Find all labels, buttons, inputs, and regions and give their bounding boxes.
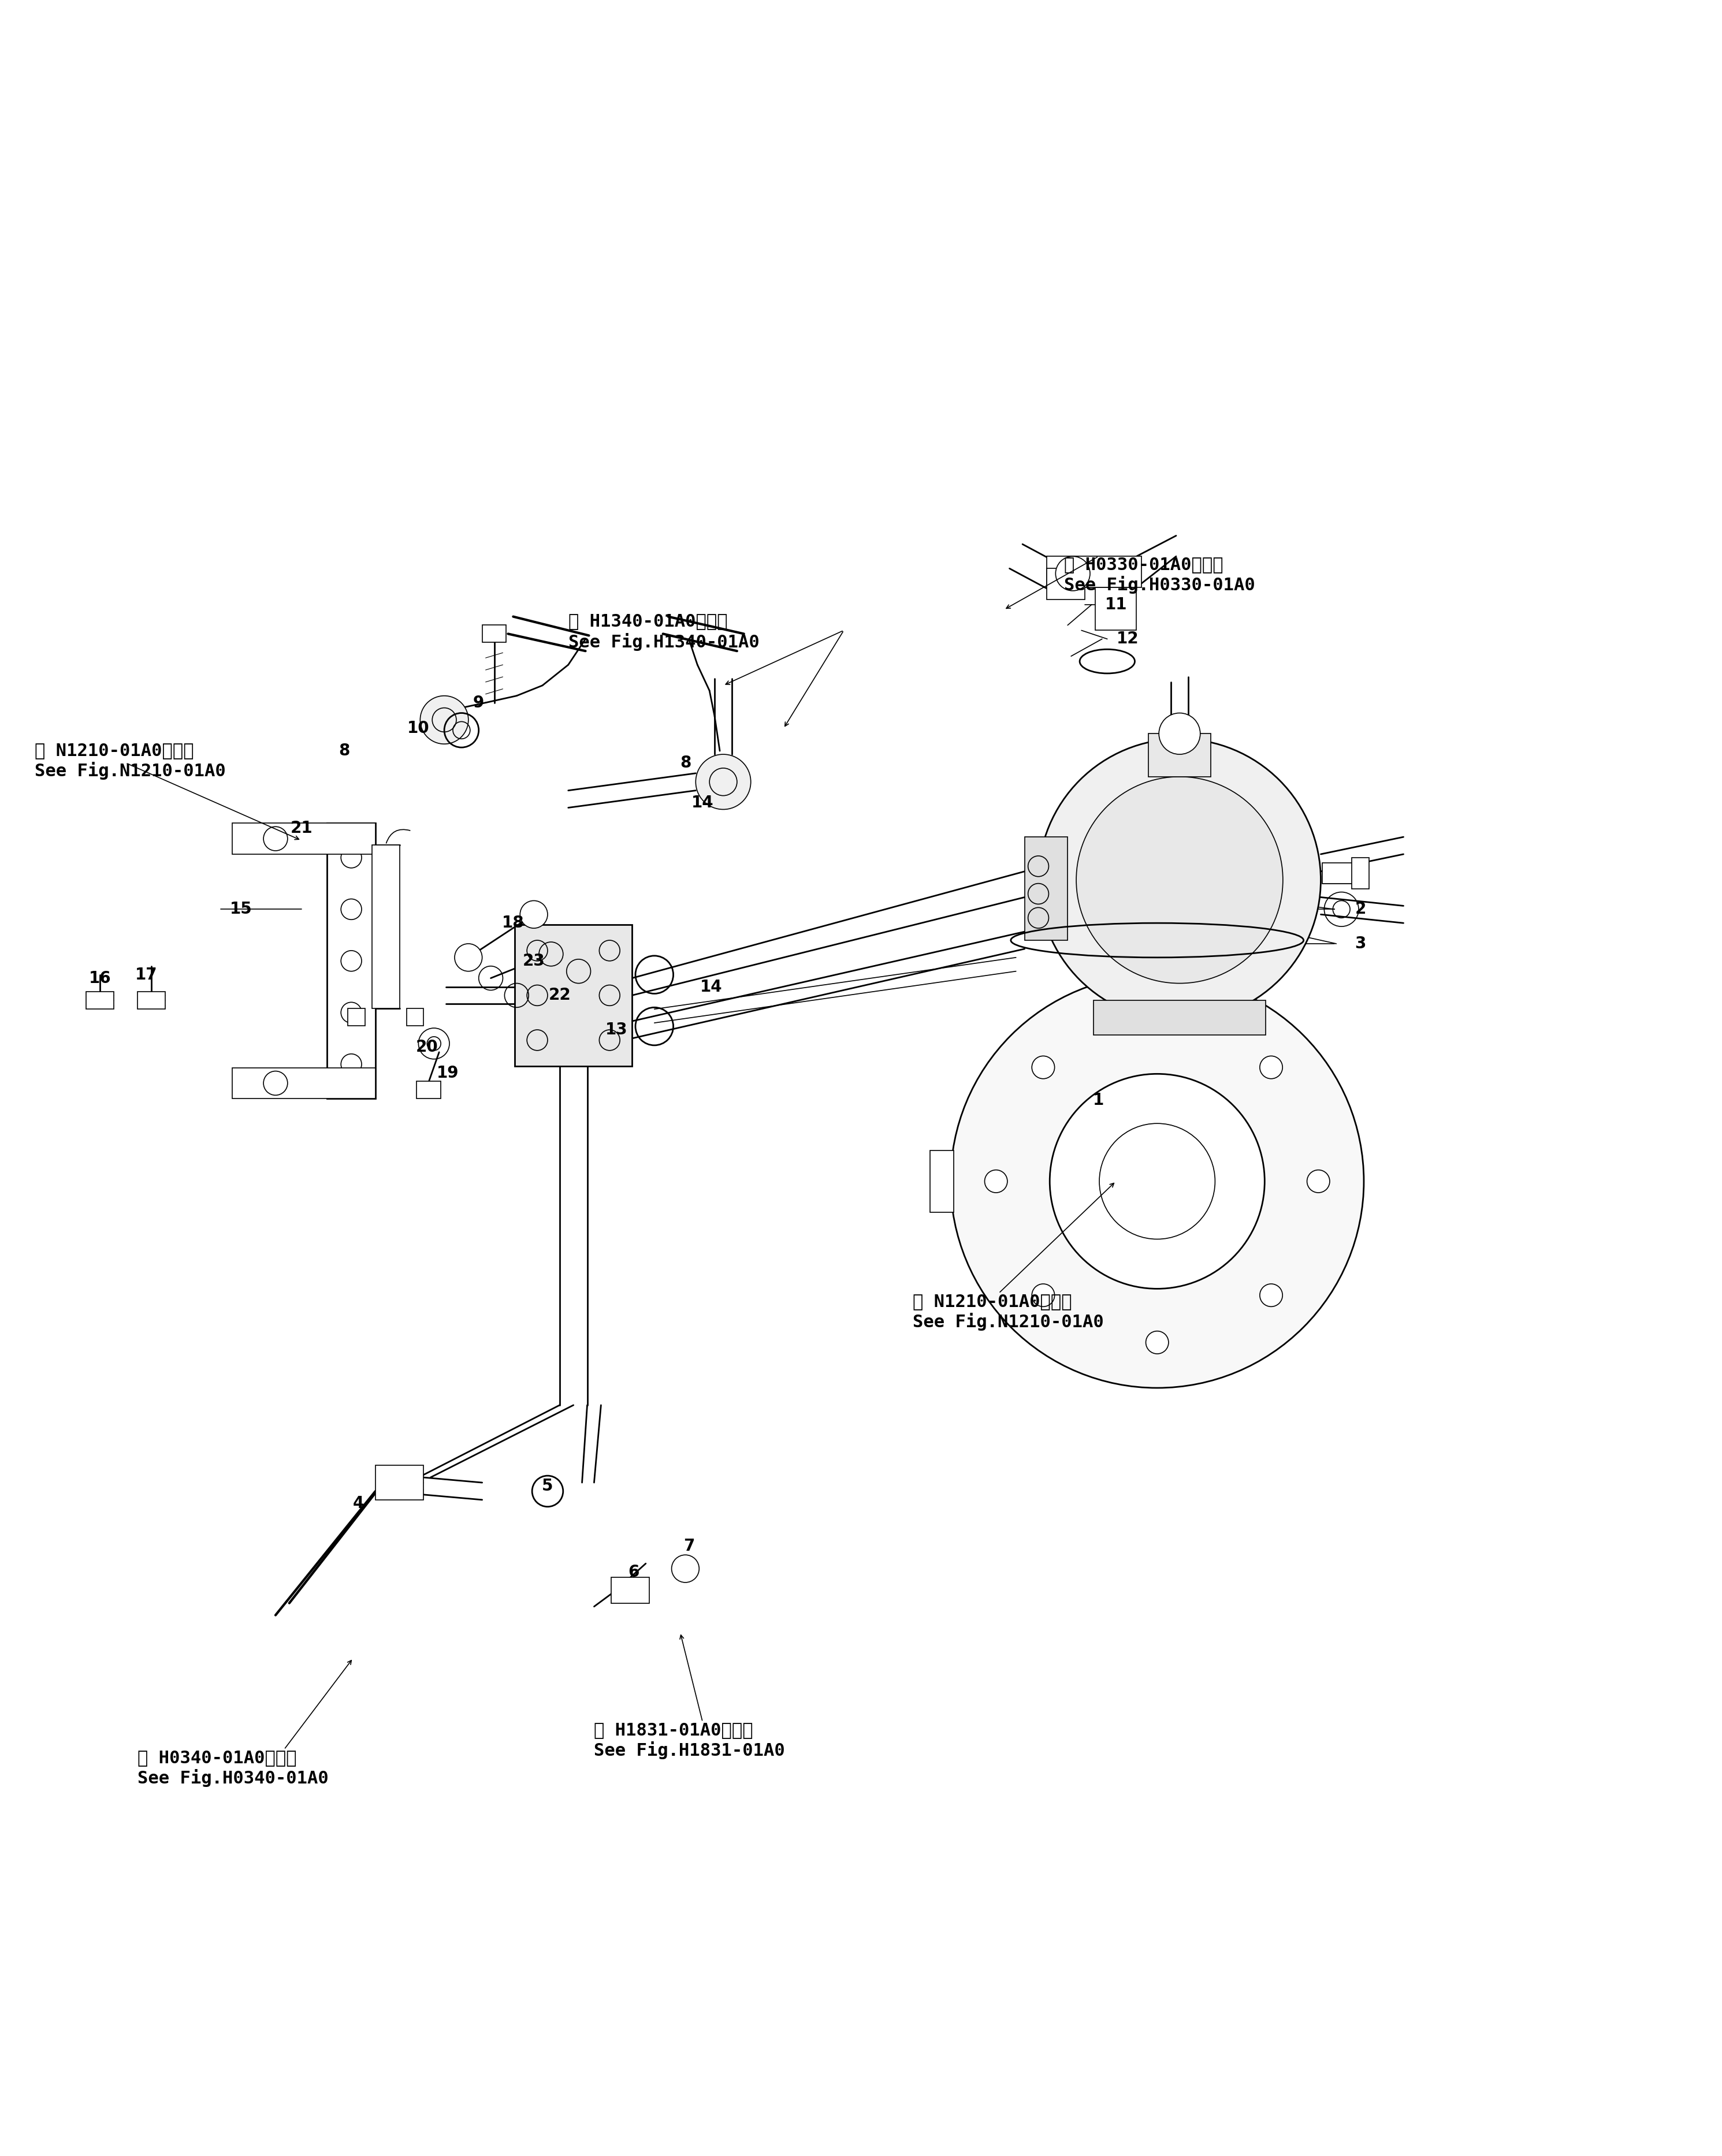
Bar bbox=[1095, 586, 1137, 630]
Bar bbox=[1025, 837, 1068, 940]
Text: 13: 13 bbox=[606, 1022, 627, 1037]
Text: 第 H1340-01A0图参照
See Fig.H1340-01A0: 第 H1340-01A0图参照 See Fig.H1340-01A0 bbox=[568, 612, 759, 651]
Text: 1: 1 bbox=[1093, 1093, 1104, 1108]
Text: 第 N1210-01A0图参照
See Fig.N1210-01A0: 第 N1210-01A0图参照 See Fig.N1210-01A0 bbox=[34, 742, 226, 780]
Bar bbox=[417, 1082, 441, 1100]
Circle shape bbox=[1261, 1283, 1283, 1307]
Bar bbox=[1093, 1000, 1266, 1035]
Circle shape bbox=[951, 975, 1364, 1388]
Text: 6: 6 bbox=[629, 1563, 639, 1580]
Circle shape bbox=[1145, 1330, 1169, 1354]
Circle shape bbox=[1076, 776, 1283, 983]
Bar bbox=[232, 1067, 375, 1100]
Text: 7: 7 bbox=[684, 1537, 694, 1554]
Circle shape bbox=[1038, 740, 1321, 1022]
Bar bbox=[1149, 733, 1211, 776]
Bar bbox=[375, 1466, 424, 1501]
Bar bbox=[348, 1009, 365, 1026]
Text: 16: 16 bbox=[90, 970, 110, 985]
Text: 20: 20 bbox=[417, 1039, 437, 1054]
Bar bbox=[327, 824, 375, 1100]
Text: 10: 10 bbox=[408, 720, 429, 737]
Bar bbox=[930, 1151, 954, 1212]
Bar bbox=[372, 845, 400, 1009]
Circle shape bbox=[1099, 1123, 1216, 1240]
Circle shape bbox=[420, 696, 468, 744]
Text: 9: 9 bbox=[474, 694, 484, 711]
Text: 8: 8 bbox=[339, 744, 350, 759]
Bar bbox=[86, 992, 114, 1009]
Circle shape bbox=[520, 901, 548, 929]
Bar bbox=[611, 1578, 649, 1604]
Text: 23: 23 bbox=[523, 953, 544, 968]
Text: 第 N1210-01A0图参照
See Fig.N1210-01A0: 第 N1210-01A0图参照 See Fig.N1210-01A0 bbox=[913, 1294, 1104, 1330]
Circle shape bbox=[1056, 556, 1090, 591]
Text: 3: 3 bbox=[1355, 936, 1366, 951]
Text: 8: 8 bbox=[680, 755, 691, 772]
Text: 21: 21 bbox=[291, 819, 312, 837]
Text: 14: 14 bbox=[692, 793, 713, 811]
Text: 18: 18 bbox=[503, 914, 523, 931]
Text: 15: 15 bbox=[231, 901, 251, 916]
Text: 11: 11 bbox=[1106, 597, 1126, 612]
Text: 第 H0330-01A0图参照
See Fig.H0330-01A0: 第 H0330-01A0图参照 See Fig.H0330-01A0 bbox=[1064, 556, 1255, 593]
Bar bbox=[1322, 862, 1360, 884]
Bar bbox=[482, 625, 506, 642]
Circle shape bbox=[696, 755, 751, 808]
Circle shape bbox=[1031, 1056, 1054, 1078]
Circle shape bbox=[455, 944, 482, 970]
Text: 19: 19 bbox=[437, 1065, 458, 1080]
Text: 4: 4 bbox=[353, 1494, 363, 1511]
Circle shape bbox=[1159, 714, 1200, 755]
Bar bbox=[232, 824, 375, 854]
Circle shape bbox=[1031, 1283, 1054, 1307]
Circle shape bbox=[1261, 1056, 1283, 1078]
Text: 第 H0340-01A0图参照
See Fig.H0340-01A0: 第 H0340-01A0图参照 See Fig.H0340-01A0 bbox=[138, 1749, 329, 1787]
Text: 12: 12 bbox=[1118, 632, 1138, 647]
Text: 2: 2 bbox=[1355, 901, 1366, 916]
Bar bbox=[515, 925, 632, 1065]
Bar bbox=[1352, 858, 1369, 888]
Text: 第 H1831-01A0图参照
See Fig.H1831-01A0: 第 H1831-01A0图参照 See Fig.H1831-01A0 bbox=[594, 1723, 785, 1759]
Text: 17: 17 bbox=[136, 966, 157, 983]
Bar bbox=[1047, 569, 1085, 599]
Text: 14: 14 bbox=[701, 979, 722, 994]
Text: 5: 5 bbox=[542, 1479, 553, 1494]
Bar bbox=[406, 1009, 424, 1026]
Circle shape bbox=[1307, 1171, 1329, 1192]
Circle shape bbox=[1145, 1009, 1169, 1031]
Bar bbox=[138, 992, 165, 1009]
Circle shape bbox=[1050, 1074, 1264, 1289]
Circle shape bbox=[985, 1171, 1007, 1192]
Text: 22: 22 bbox=[549, 987, 570, 1003]
Bar bbox=[1047, 556, 1142, 586]
